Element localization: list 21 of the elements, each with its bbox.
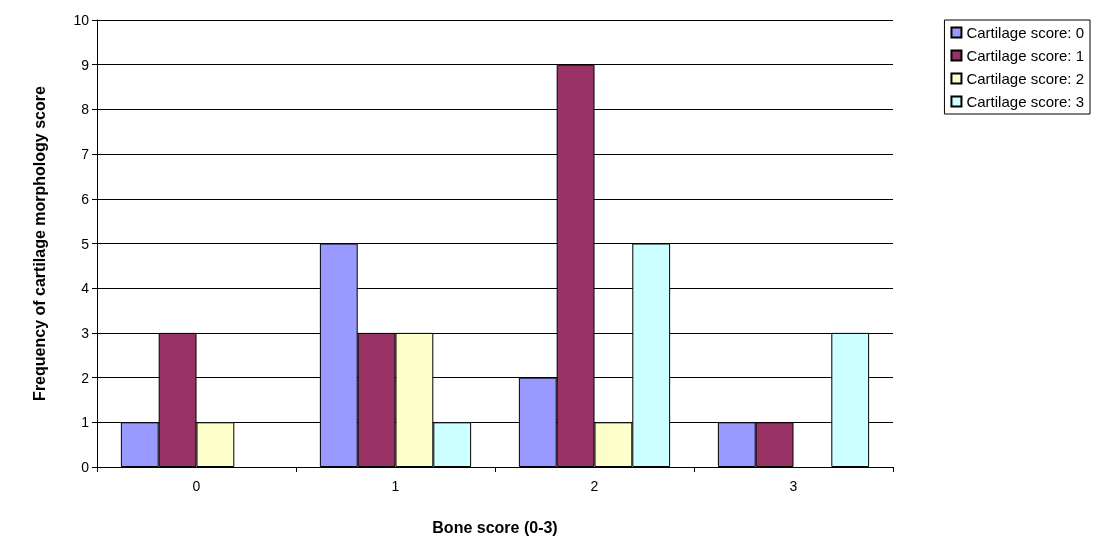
y-tick-label: 10 xyxy=(73,12,90,28)
y-axis-title: Frequency of cartilage morphology score xyxy=(30,86,48,401)
legend-label: Cartilage score: 3 xyxy=(966,93,1085,110)
y-tick-label: 9 xyxy=(81,56,90,73)
y-tick-label: 1 xyxy=(81,414,90,431)
legend-label: Cartilage score: 2 xyxy=(966,70,1085,87)
legend-label: Cartilage score: 0 xyxy=(966,24,1085,41)
y-tick-label: 0 xyxy=(81,459,90,475)
y-tick-label: 2 xyxy=(81,369,90,386)
y-tick-label: 3 xyxy=(81,324,90,341)
y-tick-label: 6 xyxy=(81,190,90,207)
x-tick-label: 0 xyxy=(192,478,201,494)
x-tick-label: 3 xyxy=(789,478,798,494)
y-tick-label: 5 xyxy=(81,235,90,252)
x-axis-title: Bone score (0-3) xyxy=(432,518,558,536)
y-tick-label: 4 xyxy=(81,280,90,297)
x-tick-label: 1 xyxy=(391,478,400,494)
y-tick-label: 8 xyxy=(81,101,90,118)
legend-label: Cartilage score: 1 xyxy=(966,47,1085,64)
y-tick-label: 7 xyxy=(81,146,90,163)
x-tick-label: 2 xyxy=(590,478,599,494)
